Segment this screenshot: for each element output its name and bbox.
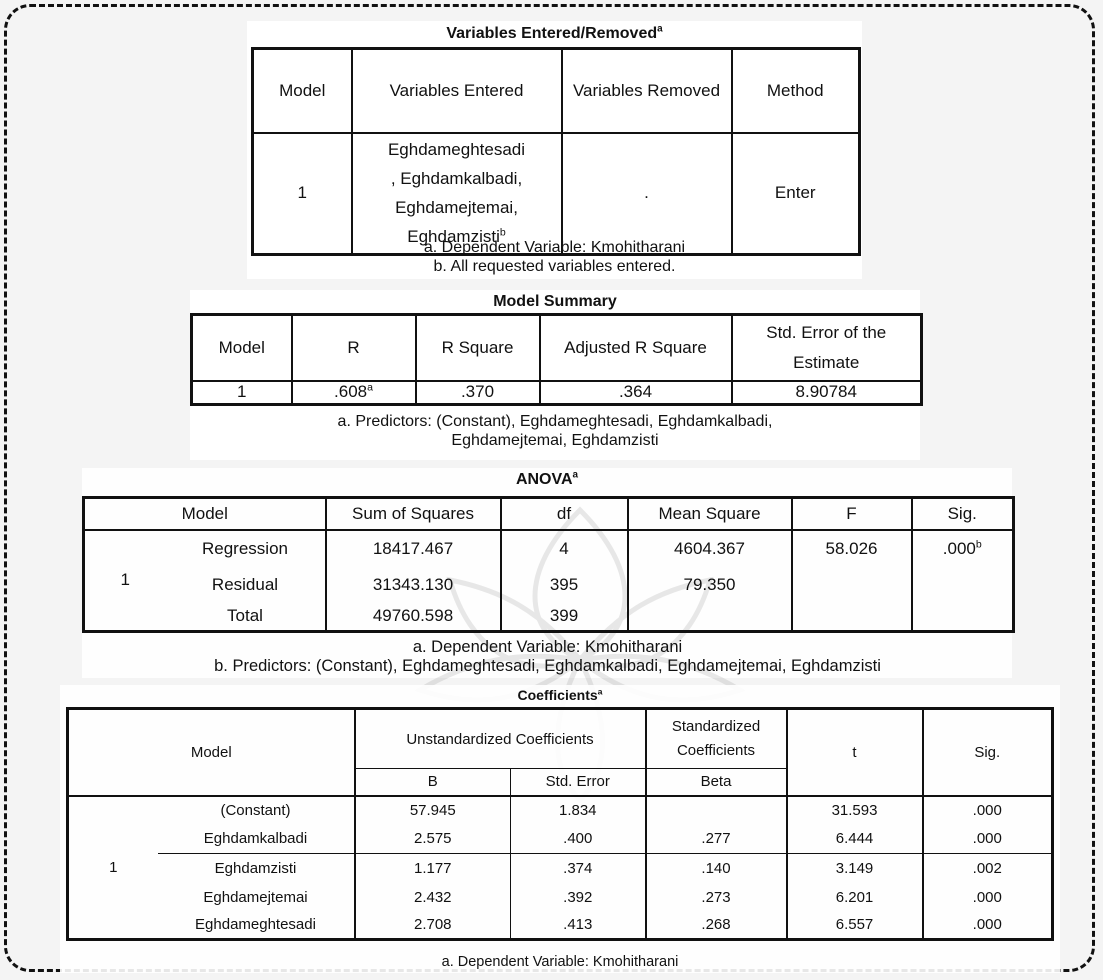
header-unstandardized-coefficients: Unstandardized Coefficients (354, 708, 647, 769)
cell-r: .608a (291, 380, 417, 405)
cell-adjusted-r-square: .364 (539, 380, 733, 405)
cell-sig-eghdamzisti: .002 (972, 859, 1002, 877)
cell-beta-eghdamzisti: .140 (645, 853, 788, 883)
cell-se-eghdamejtemai: .392 (510, 882, 647, 912)
cell-ms-residual: 79.350 (627, 566, 793, 603)
row-label-eghdameghtesadi: Eghdameghtesadi (157, 911, 356, 940)
anova-table: Model Sum of Squares df Mean Square F Si… (82, 496, 1015, 633)
header-model: Model (67, 708, 356, 797)
header-method: Method (766, 80, 824, 100)
model-summary-notes: a. Predictors: (Constant), Eghdameghtesa… (337, 413, 773, 449)
header-variables-removed: Variables Removed (561, 48, 733, 133)
cell-t-eghdamejtemai: 6.201 (786, 882, 924, 912)
cell-ss-total: 49760.598 (325, 602, 502, 632)
model-summary-table: Model R R Square Adjusted R Square Std. … (190, 313, 923, 406)
header-r: R (291, 314, 417, 381)
header-standardized-coefficients: Standardized Coefficients (645, 708, 788, 769)
anova-title: ANOVAa (515, 469, 579, 488)
header-model: Model (252, 48, 353, 133)
model-summary-panel: Model Summary Model R R Square Adjusted … (190, 290, 923, 460)
row-label-eghdamkalbadi: Eghdamkalbadi (157, 824, 356, 854)
cell-se-eghdamkalbadi: .400 (510, 824, 647, 854)
cell-beta-eghdamejtemai: .273 (645, 882, 788, 912)
cell-ss-residual: 31343.130 (325, 566, 502, 603)
header-sum-of-squares: Sum of Squares (325, 497, 502, 530)
cell-b-constant: 57.945 (354, 795, 512, 825)
cell-beta-constant (645, 795, 788, 825)
cell-se-eghdamzisti: .374 (510, 853, 647, 883)
cell-sig-regression: .000b (942, 537, 982, 558)
cell-sig-residual (912, 567, 1014, 603)
header-b: B (354, 768, 512, 796)
cell-sig-eghdameghtesadi: .000 (972, 916, 1002, 934)
coefficients-table: Model Unstandardized Coefficients Standa… (66, 707, 1055, 941)
header-mean-square: Mean Square (627, 497, 793, 530)
cell-f-regression: 58.026 (791, 529, 913, 567)
cell-b-eghdamzisti: 1.177 (354, 853, 512, 883)
cell-se-constant: 1.834 (510, 795, 647, 825)
cell-b-eghdameghtesadi: 2.708 (354, 911, 512, 940)
cell-b-eghdamkalbadi: 2.575 (354, 824, 512, 854)
header-adjusted-r-square: Adjusted R Square (539, 314, 733, 381)
coefficients-note: a. Dependent Variable: Kmohitharani (441, 954, 679, 970)
cell-r-square: .370 (415, 380, 541, 405)
row-label-constant: (Constant) (157, 795, 356, 825)
model-summary-title: Model Summary (493, 293, 617, 310)
row-label-eghdamejtemai: Eghdamejtemai (157, 882, 356, 912)
cell-se-eghdameghtesadi: .413 (510, 911, 647, 940)
header-variables-entered: Variables Entered (351, 48, 563, 133)
row-label-regression: Regression (165, 529, 327, 567)
cell-t-constant: 31.593 (786, 795, 924, 825)
cell-f-total (791, 602, 913, 632)
header-model: Model (83, 497, 327, 530)
header-std-error-estimate: Std. Error of the Estimate (766, 322, 887, 372)
cell-ms-total (627, 602, 793, 632)
variables-entered-removed-notes: a. Dependent Variable: Kmohitharani b. A… (423, 239, 686, 275)
row-label-eghdamzisti: Eghdamzisti (157, 853, 356, 883)
cell-sig-eghdamejtemai: .000 (972, 888, 1002, 906)
cell-ms-regression: 4604.367 (627, 529, 793, 567)
header-sig: Sig. (922, 708, 1053, 797)
cell-model: 1 (109, 858, 118, 876)
anova-notes: a. Dependent Variable: Kmohitharani b. P… (214, 638, 881, 675)
cell-df-total: 399 (500, 602, 629, 632)
header-t: t (786, 708, 924, 797)
cell-sig-constant: .000 (972, 802, 1002, 819)
cell-df-residual: 395 (500, 566, 629, 603)
cell-df-regression: 4 (500, 529, 629, 567)
row-label-total: Total (165, 602, 327, 632)
cell-model: 1 (252, 132, 353, 255)
header-sig: Sig. (947, 503, 977, 523)
header-f: F (791, 497, 913, 530)
cell-ss-regression: 18417.467 (325, 529, 502, 567)
cell-method: Enter (774, 183, 816, 203)
header-beta: Beta (645, 768, 788, 796)
cell-beta-eghdamkalbadi: .277 (645, 824, 788, 854)
header-std-error: Std. Error (510, 768, 647, 796)
cell-t-eghdamzisti: 3.149 (786, 853, 924, 883)
header-r-square: R Square (415, 314, 541, 381)
variables-entered-removed-panel: Variables Entered/Removeda Model Variabl… (247, 21, 862, 279)
row-label-residual: Residual (165, 566, 327, 603)
cell-sig-eghdamkalbadi: .000 (972, 830, 1002, 848)
cell-model: 1 (120, 570, 130, 590)
cell-sig-total (912, 603, 1014, 632)
cell-b-eghdamejtemai: 2.432 (354, 882, 512, 912)
cell-variables-entered: Eghdameghtesadi , Eghdamkalbadi, Eghdame… (351, 132, 563, 255)
cell-t-eghdamkalbadi: 6.444 (786, 824, 924, 854)
cell-f-residual (791, 566, 913, 603)
variables-entered-removed-title: Variables Entered/Removeda (446, 23, 663, 42)
header-df: df (500, 497, 629, 530)
cell-model: 1 (191, 380, 293, 405)
cell-beta-eghdameghtesadi: .268 (645, 911, 788, 940)
coefficients-title: Coefficientsa (517, 686, 603, 703)
variables-entered-removed-table: Model Variables Entered Variables Remove… (251, 47, 861, 256)
cell-variables-removed: . (561, 132, 733, 255)
cell-std-error: 8.90784 (795, 382, 857, 402)
header-model: Model (191, 314, 293, 381)
cell-t-eghdameghtesadi: 6.557 (786, 911, 924, 940)
